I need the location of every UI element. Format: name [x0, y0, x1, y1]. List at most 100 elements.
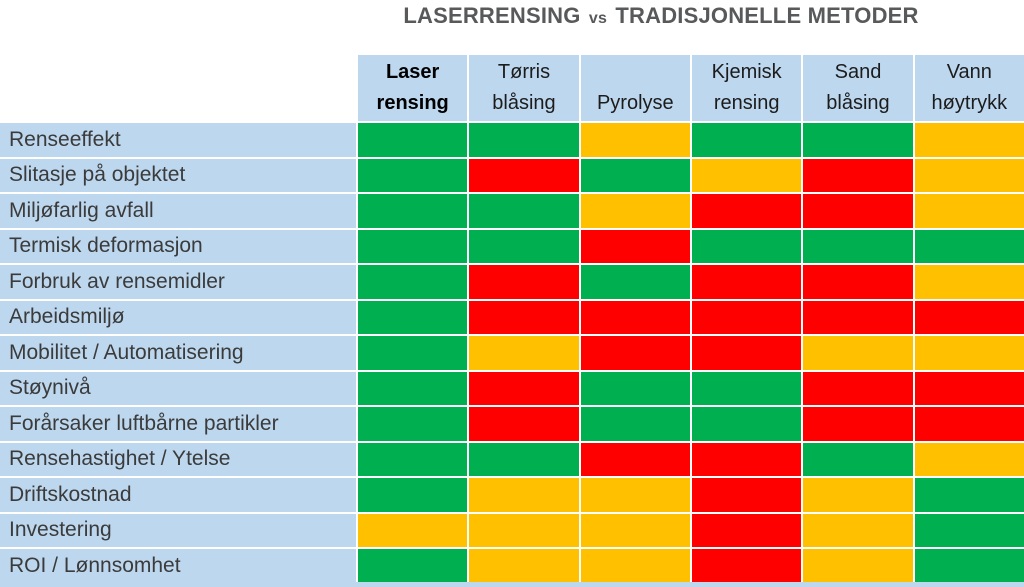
matrix-cell-forbruk-av-rensemidler-vann-h-ytrykk	[914, 265, 1024, 299]
row-label-milj-farlig-avfall: Miljøfarlig avfall	[0, 194, 356, 228]
matrix-cell-arbeidsmilj-laser-rensing	[358, 300, 468, 334]
row-label-investering: Investering	[0, 513, 356, 547]
matrix-cell-milj-farlig-avfall-t-rris-bl-sing	[469, 194, 579, 228]
matrix-cell-driftskostnad-pyrolyse	[580, 478, 690, 512]
column-header-t-rris-bl-sing: Tørris blåsing	[469, 55, 579, 121]
matrix-cell-st-yniv-sand-bl-sing	[803, 371, 913, 405]
matrix-cell-forbruk-av-rensemidler-sand-bl-sing	[803, 265, 913, 299]
matrix-cell-slitasje-p-objektet-sand-bl-sing	[803, 158, 913, 192]
column-header-vann-h-ytrykk: Vann høytrykk	[914, 55, 1024, 121]
row-label-slitasje-p-objektet: Slitasje på objektet	[0, 158, 356, 192]
matrix-cell-forbruk-av-rensemidler-pyrolyse	[580, 265, 690, 299]
matrix-cell-rensehastighet-ytelse-kjemisk-rensing	[692, 442, 802, 476]
matrix-cell-investering-vann-h-ytrykk	[914, 513, 1024, 547]
matrix-cell-termisk-deformasjon-pyrolyse	[580, 229, 690, 263]
matrix-cell-renseeffekt-sand-bl-sing	[803, 123, 913, 157]
matrix-cell-for-rsaker-luftb-rne-partikler-t-rris-bl-sing	[469, 407, 579, 441]
matrix-cell-termisk-deformasjon-t-rris-bl-sing	[469, 229, 579, 263]
matrix-cell-forbruk-av-rensemidler-kjemisk-rensing	[692, 265, 802, 299]
matrix-cell-arbeidsmilj-t-rris-bl-sing	[469, 300, 579, 334]
column-header-pyrolyse: Pyrolyse	[580, 55, 690, 121]
matrix-cell-forbruk-av-rensemidler-laser-rensing	[358, 265, 468, 299]
matrix-cell-investering-laser-rensing	[358, 513, 468, 547]
title-right: TRADISJONELLE METODER	[615, 3, 919, 28]
matrix-cell-termisk-deformasjon-laser-rensing	[358, 229, 468, 263]
matrix-cell-roi-l-nnsomhet-vann-h-ytrykk	[914, 549, 1024, 583]
matrix-cell-investering-pyrolyse	[580, 513, 690, 547]
matrix-cell-renseeffekt-kjemisk-rensing	[692, 123, 802, 157]
matrix-cell-renseeffekt-laser-rensing	[358, 123, 468, 157]
row-label-renseeffekt: Renseeffekt	[0, 123, 356, 157]
matrix-cell-st-yniv-pyrolyse	[580, 371, 690, 405]
matrix-cell-termisk-deformasjon-sand-bl-sing	[803, 229, 913, 263]
matrix-cell-mobilitet-automatisering-laser-rensing	[358, 336, 468, 370]
matrix-cell-rensehastighet-ytelse-t-rris-bl-sing	[469, 442, 579, 476]
matrix-cell-renseeffekt-pyrolyse	[580, 123, 690, 157]
matrix-cell-for-rsaker-luftb-rne-partikler-sand-bl-sing	[803, 407, 913, 441]
row-label-st-yniv: Støynivå	[0, 371, 356, 405]
matrix-cell-rensehastighet-ytelse-sand-bl-sing	[803, 442, 913, 476]
matrix-cell-for-rsaker-luftb-rne-partikler-laser-rensing	[358, 407, 468, 441]
row-label-for-rsaker-luftb-rne-partikler: Forårsaker luftbårne partikler	[0, 407, 356, 441]
matrix-cell-driftskostnad-t-rris-bl-sing	[469, 478, 579, 512]
matrix-cell-st-yniv-laser-rensing	[358, 371, 468, 405]
matrix-cell-arbeidsmilj-sand-bl-sing	[803, 300, 913, 334]
column-header-sand-bl-sing: Sand blåsing	[803, 55, 913, 121]
matrix-cell-roi-l-nnsomhet-pyrolyse	[580, 549, 690, 583]
matrix-cell-investering-sand-bl-sing	[803, 513, 913, 547]
matrix-cell-mobilitet-automatisering-sand-bl-sing	[803, 336, 913, 370]
matrix-cell-driftskostnad-laser-rensing	[358, 478, 468, 512]
row-label-arbeidsmilj: Arbeidsmiljø	[0, 300, 356, 334]
matrix-cell-milj-farlig-avfall-pyrolyse	[580, 194, 690, 228]
matrix-cell-milj-farlig-avfall-vann-h-ytrykk	[914, 194, 1024, 228]
matrix-cell-investering-t-rris-bl-sing	[469, 513, 579, 547]
matrix-cell-rensehastighet-ytelse-pyrolyse	[580, 442, 690, 476]
matrix-cell-for-rsaker-luftb-rne-partikler-kjemisk-rensing	[692, 407, 802, 441]
matrix-cell-arbeidsmilj-kjemisk-rensing	[692, 300, 802, 334]
page-title: LASERRENSING vs TRADISJONELLE METODER	[298, 3, 1024, 29]
matrix-cell-termisk-deformasjon-kjemisk-rensing	[692, 229, 802, 263]
title-left: LASERRENSING	[403, 3, 581, 28]
matrix-cell-roi-l-nnsomhet-laser-rensing	[358, 549, 468, 583]
matrix-cell-roi-l-nnsomhet-t-rris-bl-sing	[469, 549, 579, 583]
column-header-kjemisk-rensing: Kjemisk rensing	[692, 55, 802, 121]
row-label-forbruk-av-rensemidler: Forbruk av rensemidler	[0, 265, 356, 299]
matrix-cell-slitasje-p-objektet-kjemisk-rensing	[692, 158, 802, 192]
row-label-mobilitet-automatisering: Mobilitet / Automatisering	[0, 336, 356, 370]
matrix-cell-investering-kjemisk-rensing	[692, 513, 802, 547]
matrix-cell-for-rsaker-luftb-rne-partikler-vann-h-ytrykk	[914, 407, 1024, 441]
matrix-cell-forbruk-av-rensemidler-t-rris-bl-sing	[469, 265, 579, 299]
matrix-cell-st-yniv-vann-h-ytrykk	[914, 371, 1024, 405]
matrix-cell-slitasje-p-objektet-t-rris-bl-sing	[469, 158, 579, 192]
matrix-cell-termisk-deformasjon-vann-h-ytrykk	[914, 229, 1024, 263]
matrix-cell-rensehastighet-ytelse-laser-rensing	[358, 442, 468, 476]
matrix-cell-slitasje-p-objektet-pyrolyse	[580, 158, 690, 192]
matrix-cell-mobilitet-automatisering-kjemisk-rensing	[692, 336, 802, 370]
matrix-cell-arbeidsmilj-pyrolyse	[580, 300, 690, 334]
matrix-cell-st-yniv-t-rris-bl-sing	[469, 371, 579, 405]
matrix-cell-rensehastighet-ytelse-vann-h-ytrykk	[914, 442, 1024, 476]
row-label-termisk-deformasjon: Termisk deformasjon	[0, 229, 356, 263]
matrix-cell-mobilitet-automatisering-vann-h-ytrykk	[914, 336, 1024, 370]
matrix-cell-driftskostnad-vann-h-ytrykk	[914, 478, 1024, 512]
matrix-cell-slitasje-p-objektet-laser-rensing	[358, 158, 468, 192]
matrix-cell-renseeffekt-vann-h-ytrykk	[914, 123, 1024, 157]
table-corner	[0, 55, 356, 121]
matrix-cell-for-rsaker-luftb-rne-partikler-pyrolyse	[580, 407, 690, 441]
matrix-cell-driftskostnad-sand-bl-sing	[803, 478, 913, 512]
column-header-laser-rensing: Laser rensing	[358, 55, 468, 121]
row-label-driftskostnad: Driftskostnad	[0, 478, 356, 512]
matrix-cell-roi-l-nnsomhet-sand-bl-sing	[803, 549, 913, 583]
matrix-cell-renseeffekt-t-rris-bl-sing	[469, 123, 579, 157]
matrix-cell-slitasje-p-objektet-vann-h-ytrykk	[914, 158, 1024, 192]
matrix-cell-milj-farlig-avfall-sand-bl-sing	[803, 194, 913, 228]
row-label-roi-l-nnsomhet: ROI / Lønnsomhet	[0, 549, 356, 583]
matrix-cell-st-yniv-kjemisk-rensing	[692, 371, 802, 405]
row-label-rensehastighet-ytelse: Rensehastighet / Ytelse	[0, 442, 356, 476]
title-vs: vs	[588, 10, 608, 27]
matrix-cell-driftskostnad-kjemisk-rensing	[692, 478, 802, 512]
matrix-cell-mobilitet-automatisering-pyrolyse	[580, 336, 690, 370]
matrix-cell-milj-farlig-avfall-laser-rensing	[358, 194, 468, 228]
comparison-table: Laser rensing Tørris blåsing Pyrolyse Kjemisk…	[0, 55, 1024, 583]
